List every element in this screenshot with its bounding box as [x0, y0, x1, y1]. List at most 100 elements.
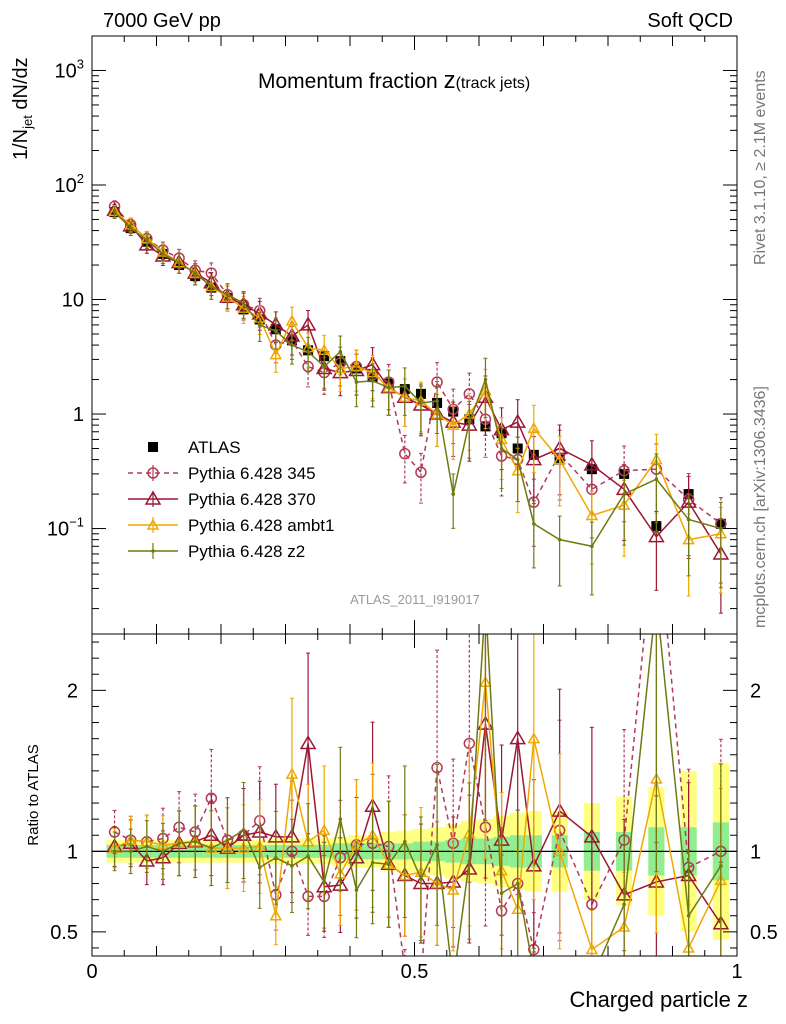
- ratio-y-tick-label: 1: [67, 841, 78, 863]
- ratio-point-z2: [306, 854, 310, 858]
- data-point-z2: [128, 226, 133, 230]
- ratio-point-z2: [338, 817, 343, 821]
- data-point-z2: [654, 477, 659, 481]
- ratio-point-z2: [274, 855, 278, 860]
- main-y-tick-base: 10: [62, 290, 84, 312]
- ratio-point-z2: [177, 841, 181, 846]
- data-point-z2: [274, 329, 278, 333]
- main-y-axis-label-head: 1/N: [10, 129, 32, 160]
- ratio-point-p370: [509, 730, 527, 745]
- main-y-tick-base: 10: [55, 60, 77, 82]
- data-point-z2: [451, 492, 456, 496]
- ratio-point-ambt1: [269, 909, 283, 921]
- x-tick-label: 0: [86, 961, 97, 983]
- ratio-point-ambt1: [553, 844, 566, 857]
- series-atlas: [109, 207, 726, 534]
- ratio-point-z2: [209, 846, 214, 850]
- ratio-point-z2: [322, 880, 327, 884]
- data-point-p345: [415, 466, 427, 479]
- ratio-y-axis-label: Ratio to ATLAS: [25, 744, 42, 845]
- main-y-tick-label: 1: [73, 404, 84, 426]
- data-point-ambt1: [527, 421, 541, 434]
- ratio-point-z2: [112, 849, 117, 854]
- data-point-p345: [399, 447, 411, 460]
- ratio-point-z2: [386, 862, 391, 867]
- main-y-tick-base: 1: [73, 404, 84, 426]
- data-point-z2: [306, 349, 310, 354]
- legend-entry-ambt1: Pythia 6.428 ambt1: [128, 516, 334, 535]
- side-label-rivet: Rivet 3.1.10, ≥ 2.1M events: [752, 70, 769, 265]
- data-point-z2: [499, 446, 504, 451]
- ratio-y-tick-label: 2: [67, 680, 78, 702]
- data-point-z2: [515, 457, 520, 462]
- legend-label-z2: Pythia 6.428 z2: [188, 542, 305, 561]
- ratio-point-z2: [403, 839, 407, 844]
- ratio-point-z2: [257, 865, 262, 870]
- data-point-p370: [299, 316, 317, 331]
- x-tick-label: 1: [731, 961, 742, 983]
- ratio-point-z2: [193, 839, 197, 844]
- data-point-z2: [290, 343, 294, 347]
- legend: ATLAS Pythia 6.428 345 Pythia 6.428 370 Pyt…: [128, 438, 334, 561]
- main-y-tick-label: 103: [55, 56, 84, 82]
- ratio-point-p370: [299, 734, 317, 750]
- ratio-y-tick-label-right: 1: [750, 841, 761, 863]
- data-point-z2: [686, 517, 691, 522]
- data-point-p370: [509, 413, 527, 428]
- main-y-axis-label: 1/Njet dN/dz: [10, 57, 35, 160]
- data-point-z2: [467, 420, 472, 424]
- ratio-y-tick-label-right: 2: [750, 680, 761, 702]
- ratio-point-z2: [225, 838, 230, 842]
- main-y-tick-label: 10: [62, 290, 84, 312]
- data-point-z2: [241, 301, 246, 305]
- main-y-tick-exponent: 2: [77, 171, 84, 186]
- data-point-z2: [209, 284, 214, 289]
- data-point-z2: [403, 384, 407, 388]
- header-left-label: 7000 GeV pp: [103, 10, 221, 32]
- legend-marker-atlas: [148, 442, 158, 452]
- ratio-point-z2: [467, 859, 472, 863]
- data-point-z2: [532, 522, 536, 526]
- main-title: Momentum fraction z(track jets): [258, 67, 530, 94]
- data-point-p370: [583, 456, 601, 471]
- main-title-text: Momentum fraction: [258, 70, 444, 93]
- main-title-variable: z: [444, 67, 456, 94]
- ratio-point-z2: [515, 881, 520, 886]
- main-watermark: ATLAS_2011_I919017: [350, 592, 480, 607]
- x-axis-label: Charged particle z: [569, 987, 748, 1012]
- legend-marker-p370: [144, 490, 162, 505]
- data-point-ambt1: [269, 348, 283, 360]
- ratio-point-z2: [622, 902, 626, 907]
- ratio-point-ambt1: [285, 767, 299, 779]
- header-right-label: Soft QCD: [647, 10, 733, 32]
- ratio-point-ambt1: [585, 943, 599, 955]
- data-point-z2: [338, 349, 343, 354]
- side-label-mcplots: mcplots.cern.ch [arXiv:1306.3436]: [752, 386, 769, 628]
- ratio-point-z2: [419, 876, 423, 881]
- data-point-z2: [557, 537, 562, 542]
- main-y-tick-exponent: −1: [69, 515, 84, 530]
- ratio-point-z2: [719, 864, 723, 868]
- legend-label-atlas: ATLAS: [188, 438, 241, 457]
- data-point-z2: [193, 271, 197, 275]
- data-point-z2: [112, 210, 117, 214]
- ratio-axes: 2 2 1 1 0.5 0.5 0 0.5 1: [50, 634, 778, 983]
- data-point-z2: [177, 260, 181, 265]
- ratio-y-tick-label: 0.5: [50, 922, 78, 944]
- legend-label-p345: Pythia 6.428 345: [188, 464, 316, 483]
- ratio-point-z2: [161, 849, 165, 854]
- data-point-z2: [483, 377, 488, 382]
- ratio-point-z2: [370, 860, 375, 865]
- ratio-point-ambt1: [317, 823, 331, 836]
- data-point-z2: [435, 399, 439, 403]
- legend-entry-p345: Pythia 6.428 345: [128, 464, 316, 483]
- main-y-axis-label-tail: dN/dz: [10, 57, 32, 115]
- data-point-z2: [354, 380, 359, 384]
- ratio-series-group: [106, 634, 730, 956]
- ratio-point-z2: [435, 843, 439, 847]
- main-y-axis-label-sub: jet: [20, 115, 35, 130]
- data-point-ambt1: [285, 314, 299, 326]
- data-point-z2: [370, 379, 375, 383]
- ratio-point-p370: [583, 828, 601, 843]
